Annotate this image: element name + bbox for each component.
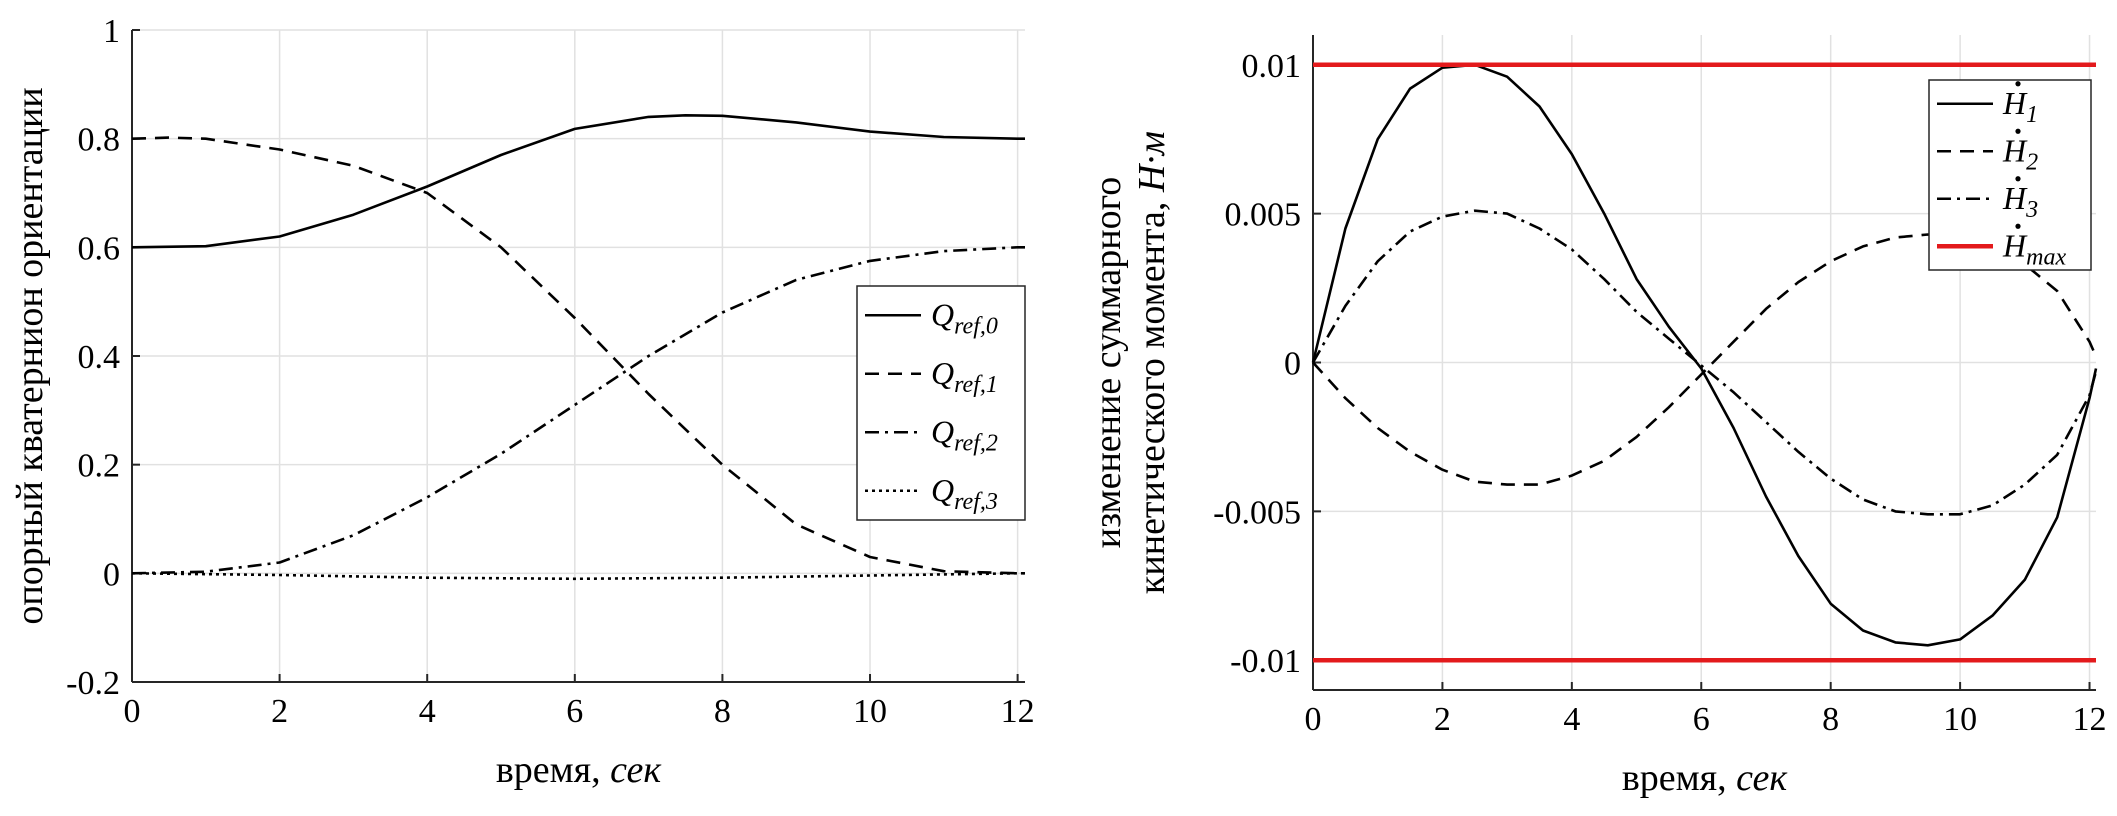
legend-label-main: Q bbox=[931, 413, 954, 449]
x-tick-label: 2 bbox=[1434, 701, 1451, 738]
y-axis-label-text: кинетического момента, bbox=[1131, 192, 1173, 594]
y-tick-label: -0.2 bbox=[66, 665, 120, 702]
legend-label-sub: ref,0 bbox=[954, 313, 998, 339]
y-tick-label: 0.6 bbox=[78, 230, 121, 267]
x-tick-label: 10 bbox=[853, 693, 887, 730]
x-tick-label: 6 bbox=[566, 693, 583, 730]
y-tick-label: 0.8 bbox=[78, 122, 121, 159]
x-axis-label-text: время, bbox=[1622, 757, 1736, 799]
legend-label-main: H bbox=[2002, 227, 2028, 263]
x-tick-label: 0 bbox=[1305, 701, 1322, 738]
y-tick-label: 0.2 bbox=[78, 448, 121, 485]
legend-label: H2 bbox=[2002, 132, 2038, 175]
series-line-3 bbox=[1311, 209, 2098, 516]
series-line-2 bbox=[1312, 233, 2098, 486]
x-tick-label: 4 bbox=[1563, 701, 1580, 738]
legend-label-sub: max bbox=[2026, 244, 2066, 270]
derivative-dot-icon bbox=[2015, 81, 2021, 87]
legend-label-sub: 2 bbox=[2026, 149, 2038, 175]
derivative-dot-icon bbox=[2015, 128, 2021, 134]
legend-label: Hmax bbox=[2002, 227, 2066, 270]
y-axis-label-line1: изменение суммарного bbox=[1087, 177, 1129, 549]
y-tick-label: -0.01 bbox=[1230, 643, 1301, 680]
derivative-dot-icon bbox=[2015, 176, 2021, 182]
legend-label-sub: ref,2 bbox=[954, 430, 998, 456]
legend-label-main: H bbox=[2002, 132, 2028, 168]
legend-label: Qref,3 bbox=[931, 472, 998, 515]
x-tick-label: 8 bbox=[714, 693, 731, 730]
y-tick-label: 0 bbox=[1284, 346, 1301, 383]
derivative-dot-icon bbox=[2015, 223, 2021, 229]
legend-label: H3 bbox=[2002, 180, 2038, 223]
x-axis-label-unit: сек bbox=[1736, 757, 1788, 799]
series-line-1 bbox=[131, 114, 1025, 249]
x-tick-label: 4 bbox=[419, 693, 436, 730]
x-tick-label: 0 bbox=[124, 693, 141, 730]
legend-label-sub: 1 bbox=[2026, 102, 2038, 128]
legend-label: Qref,2 bbox=[931, 413, 998, 456]
x-tick-label: 10 bbox=[1943, 701, 1977, 738]
x-tick-label: 6 bbox=[1693, 701, 1710, 738]
series-line-4 bbox=[131, 572, 1025, 581]
series-line-3 bbox=[131, 246, 1025, 575]
y-tick-label: 0 bbox=[103, 556, 120, 593]
legend-label-sub: ref,1 bbox=[954, 372, 998, 398]
legend-label-main: H bbox=[2002, 180, 2028, 216]
legend-label: H1 bbox=[2002, 85, 2038, 128]
y-tick-label: -0.005 bbox=[1213, 494, 1301, 531]
y-tick-label: 1 bbox=[103, 13, 120, 50]
legend-label-main: Q bbox=[931, 355, 954, 391]
y-tick-label: 0.4 bbox=[78, 339, 121, 376]
legend-label-sub: 3 bbox=[2025, 197, 2038, 223]
x-tick-label: 2 bbox=[271, 693, 288, 730]
x-axis-label-unit: сек bbox=[610, 749, 662, 791]
x-tick-label: 8 bbox=[1822, 701, 1839, 738]
y-tick-label: 0.005 bbox=[1225, 197, 1302, 234]
y-axis-label-line2: кинетического момента, Н·м bbox=[1131, 131, 1173, 594]
x-axis-label-text: время, bbox=[496, 749, 610, 791]
x-tick-label: 12 bbox=[2073, 701, 2107, 738]
series-line-2 bbox=[131, 136, 1025, 575]
legend-box bbox=[856, 285, 1026, 521]
legend-label-main: H bbox=[2002, 85, 2028, 121]
series-line-1 bbox=[1311, 63, 2098, 647]
y-axis-label-unit: Н·м bbox=[1131, 131, 1173, 193]
legend-label-sub: ref,3 bbox=[954, 489, 998, 515]
x-axis-label: время, сек bbox=[1622, 757, 1789, 799]
legend-box bbox=[1928, 79, 2092, 271]
y-axis-label: опорный кватернион ориентации bbox=[9, 87, 51, 624]
y-tick-label: 0.01 bbox=[1242, 48, 1302, 85]
legend-label: Qref,1 bbox=[931, 355, 998, 398]
legend-label-main: Q bbox=[931, 472, 954, 508]
legend-label-main: Q bbox=[931, 296, 954, 332]
legend-label: Qref,0 bbox=[931, 296, 998, 339]
x-axis-label: время, сек bbox=[496, 749, 663, 791]
x-tick-label: 12 bbox=[1001, 693, 1035, 730]
